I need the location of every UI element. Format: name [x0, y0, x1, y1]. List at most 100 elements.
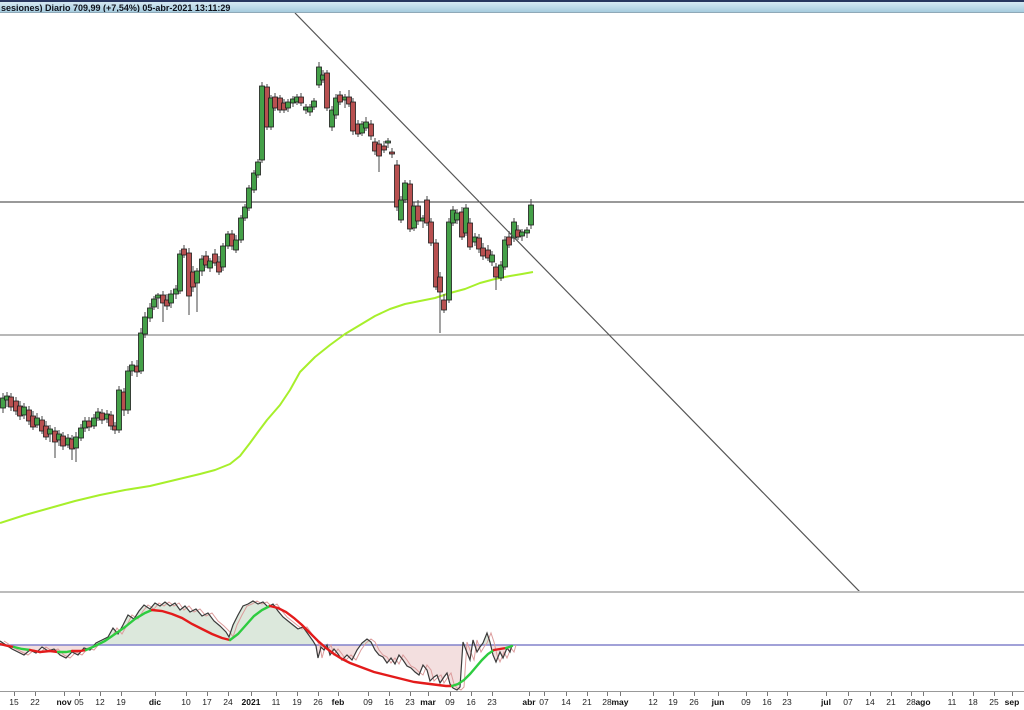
bear-candle: [298, 96, 304, 104]
axis-tick: [952, 692, 953, 696]
axis-tick: [994, 692, 995, 696]
axis-label: 09: [445, 697, 455, 707]
signal-line-up[interactable]: [450, 648, 496, 688]
bull-candle: [385, 140, 391, 144]
axis-tick: [718, 692, 719, 696]
bear-candle: [433, 242, 439, 288]
axis-label: 12: [648, 697, 658, 707]
signal-line-down[interactable]: [70, 648, 88, 653]
bull-candle: [78, 427, 84, 439]
bull-candle: [0, 397, 6, 409]
descending-trendline[interactable]: [294, 13, 860, 591]
bull-candle: [138, 332, 144, 372]
bull-candle: [463, 207, 469, 234]
axis-tick: [1012, 692, 1013, 696]
axis-tick: [410, 692, 411, 696]
bull-candle: [129, 364, 135, 372]
bear-candle: [389, 151, 395, 155]
axis-label: 26: [313, 697, 323, 707]
axis-tick: [428, 692, 429, 696]
bull-candle: [259, 85, 265, 161]
signal-line-down[interactable]: [492, 646, 508, 652]
bull-candle: [233, 239, 239, 251]
axis-tick: [35, 692, 36, 696]
axis-label: 09: [741, 697, 751, 707]
bull-candle: [47, 428, 53, 435]
bear-candle: [428, 221, 434, 244]
axis-tick: [653, 692, 654, 696]
bull-candle: [268, 97, 274, 128]
bull-candle: [246, 187, 252, 209]
bull-candle: [363, 121, 369, 129]
bull-candle: [116, 389, 122, 431]
axis-tick: [848, 692, 849, 696]
axis-label: 21: [886, 697, 896, 707]
bull-candle: [168, 293, 174, 304]
bear-candle: [108, 414, 114, 427]
axis-label: 15: [9, 697, 19, 707]
signal-line-up[interactable]: [84, 608, 154, 652]
oscillator-positive-fill: [0, 601, 512, 645]
axis-label: 05: [74, 697, 84, 707]
bear-candle: [424, 199, 430, 224]
axis-tick: [318, 692, 319, 696]
bull-candle: [125, 370, 131, 411]
bear-candle: [350, 101, 356, 132]
bull-candle: [454, 212, 460, 221]
axis-tick: [121, 692, 122, 696]
oscillator-line[interactable]: [0, 600, 513, 691]
axis-label: jul: [821, 697, 831, 707]
bull-candle: [142, 316, 148, 335]
signal-line-down[interactable]: [268, 604, 454, 688]
bear-candle: [160, 294, 166, 304]
bull-candle: [73, 436, 79, 449]
bull-candle: [307, 106, 313, 113]
bull-candle: [489, 254, 495, 263]
bull-candle: [177, 253, 183, 292]
bull-candle: [238, 217, 244, 241]
bull-candle: [155, 294, 161, 299]
signal-line-up[interactable]: [228, 604, 272, 642]
bear-candle: [86, 420, 92, 428]
bear-candle: [493, 266, 499, 278]
axis-label: 11: [947, 697, 957, 707]
panel-separator[interactable]: [0, 591, 1024, 593]
chart-title-bar[interactable]: sesiones) Diario 709,99 (+7,54%) 05-abr-…: [0, 0, 1024, 13]
axis-label: 17: [202, 697, 212, 707]
axis-tick: [338, 692, 339, 696]
bull-candle: [21, 406, 27, 416]
bear-candle: [506, 236, 512, 246]
axis-label: 16: [384, 697, 394, 707]
signal-line-down[interactable]: [0, 642, 16, 649]
moving-average-line[interactable]: [0, 271, 534, 524]
signal-line-up[interactable]: [56, 649, 74, 654]
axis-label: sep: [1004, 697, 1020, 707]
signal-line-up[interactable]: [12, 645, 32, 652]
axis-tick: [587, 692, 588, 696]
price-chart-canvas[interactable]: [0, 13, 1024, 591]
axis-label: 07: [539, 697, 549, 707]
axis-label: 23: [487, 697, 497, 707]
bull-candle: [329, 109, 335, 128]
signal-line-down[interactable]: [150, 608, 232, 642]
axis-label: 18: [968, 697, 978, 707]
axis-tick: [923, 692, 924, 696]
axis-label: 07: [843, 697, 853, 707]
bull-candle: [151, 298, 157, 308]
axis-label: 14: [561, 697, 571, 707]
axis-tick: [368, 692, 369, 696]
oscillator-panel-canvas[interactable]: [0, 593, 1024, 691]
bear-candle: [368, 123, 374, 137]
axis-tick: [64, 692, 65, 696]
signal-line-up[interactable]: [504, 644, 514, 650]
axis-label: 28: [602, 697, 612, 707]
signal-line-down[interactable]: [28, 648, 60, 654]
bear-candle: [26, 409, 32, 422]
axis-tick: [870, 692, 871, 696]
bull-candle: [519, 231, 525, 237]
bull-candle: [285, 101, 291, 109]
axis-tick: [228, 692, 229, 696]
axis-tick: [251, 692, 252, 696]
bear-candle: [39, 419, 45, 432]
bear-candle: [337, 94, 343, 103]
